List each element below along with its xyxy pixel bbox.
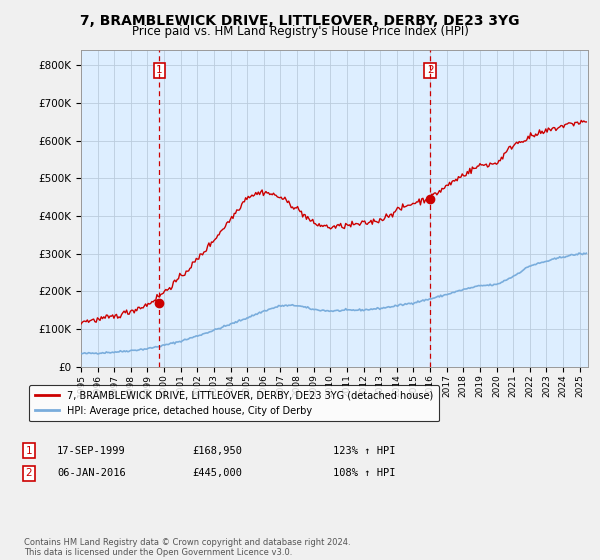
Text: Contains HM Land Registry data © Crown copyright and database right 2024.
This d: Contains HM Land Registry data © Crown c… bbox=[24, 538, 350, 557]
Text: £445,000: £445,000 bbox=[192, 468, 242, 478]
Text: 2: 2 bbox=[427, 66, 434, 76]
Text: 1: 1 bbox=[25, 446, 32, 456]
Text: £168,950: £168,950 bbox=[192, 446, 242, 456]
Text: 1: 1 bbox=[156, 66, 163, 76]
Text: Price paid vs. HM Land Registry's House Price Index (HPI): Price paid vs. HM Land Registry's House … bbox=[131, 25, 469, 38]
Legend: 7, BRAMBLEWICK DRIVE, LITTLEOVER, DERBY, DE23 3YG (detached house), HPI: Average: 7, BRAMBLEWICK DRIVE, LITTLEOVER, DERBY,… bbox=[29, 385, 439, 422]
Text: 123% ↑ HPI: 123% ↑ HPI bbox=[333, 446, 395, 456]
Text: 2: 2 bbox=[25, 468, 32, 478]
Text: 7, BRAMBLEWICK DRIVE, LITTLEOVER, DERBY, DE23 3YG: 7, BRAMBLEWICK DRIVE, LITTLEOVER, DERBY,… bbox=[80, 14, 520, 28]
Text: 17-SEP-1999: 17-SEP-1999 bbox=[57, 446, 126, 456]
Text: 108% ↑ HPI: 108% ↑ HPI bbox=[333, 468, 395, 478]
Text: 06-JAN-2016: 06-JAN-2016 bbox=[57, 468, 126, 478]
